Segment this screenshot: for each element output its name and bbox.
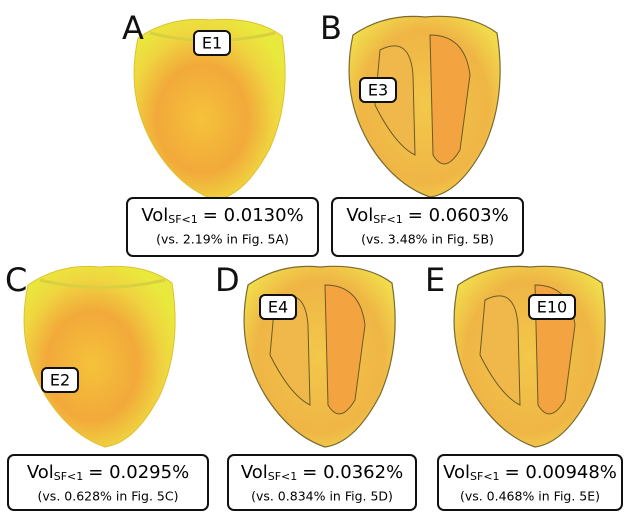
heart-surface <box>24 266 175 447</box>
comparison-text: (vs. 0.834% in Fig. 5D) <box>251 489 393 504</box>
volume-symbol: Vol <box>443 462 470 483</box>
volume-value: = 0.0295% <box>88 462 189 483</box>
volume-symbol: Vol <box>346 205 373 226</box>
volume-value: = 0.0130% <box>203 205 304 226</box>
volume-symbol: Vol <box>241 462 268 483</box>
comparison-text: (vs. 0.468% in Fig. 5E) <box>460 489 600 504</box>
volume-line: VolSF<1 = 0.0603% <box>346 205 508 226</box>
comparison-text: (vs. 3.48% in Fig. 5B) <box>361 232 494 247</box>
heart-surface <box>244 266 395 447</box>
region-label: E3 <box>368 81 388 100</box>
volume-symbol: Vol <box>141 205 168 226</box>
volume-value: = 0.0362% <box>302 462 403 483</box>
volume-symbol: Vol <box>27 462 54 483</box>
region-label: E4 <box>268 298 288 317</box>
panel: B E3 VolSF<1 = 0.0603% (vs. 3.48% in Fig. 5B… <box>320 9 523 256</box>
volume-subscript: SF<1 <box>268 470 298 483</box>
panel-letter: A <box>122 9 144 47</box>
region-label: E10 <box>537 298 567 317</box>
heart-surface <box>349 16 500 197</box>
panel-letter: D <box>215 261 240 299</box>
comparison-text: (vs. 0.628% in Fig. 5C) <box>38 489 179 504</box>
panel-letter: E <box>425 261 445 299</box>
heart-surface <box>454 266 605 447</box>
region-label: E1 <box>202 34 222 53</box>
volume-value: = 0.0603% <box>408 205 509 226</box>
volume-subscript: SF<1 <box>54 470 84 483</box>
panel: C E2 VolSF<1 = 0.0295% (vs. 0.628% in Fig. 5… <box>5 261 208 510</box>
panel: E E10 VolSF<1 = 0.00948% (vs. 0.468% in Fig.… <box>425 261 622 510</box>
panel: D E4 VolSF<1 = 0.0362% (vs. 0.834% in Fig. 5… <box>215 261 416 510</box>
volume-subscript: SF<1 <box>470 470 500 483</box>
volume-subscript: SF<1 <box>168 213 198 226</box>
region-label: E2 <box>50 371 70 390</box>
comparison-text: (vs. 2.19% in Fig. 5A) <box>156 232 289 247</box>
volume-subscript: SF<1 <box>373 213 403 226</box>
panel-letter: B <box>320 9 342 47</box>
volume-line: VolSF<1 = 0.00948% <box>443 462 617 483</box>
panel: A E1 VolSF<1 = 0.0130% (vs. 2.19% in Fig. 5A… <box>122 9 318 256</box>
figure: AE1VolSF<1= 0.0130%(vs. 2.19% in Fig. 5A… <box>0 0 625 512</box>
panel-letter: C <box>5 261 27 299</box>
volume-value: = 0.00948% <box>505 462 617 483</box>
volume-line: VolSF<1 = 0.0295% <box>27 462 189 483</box>
volume-line: VolSF<1 = 0.0362% <box>241 462 403 483</box>
volume-line: VolSF<1 = 0.0130% <box>141 205 303 226</box>
